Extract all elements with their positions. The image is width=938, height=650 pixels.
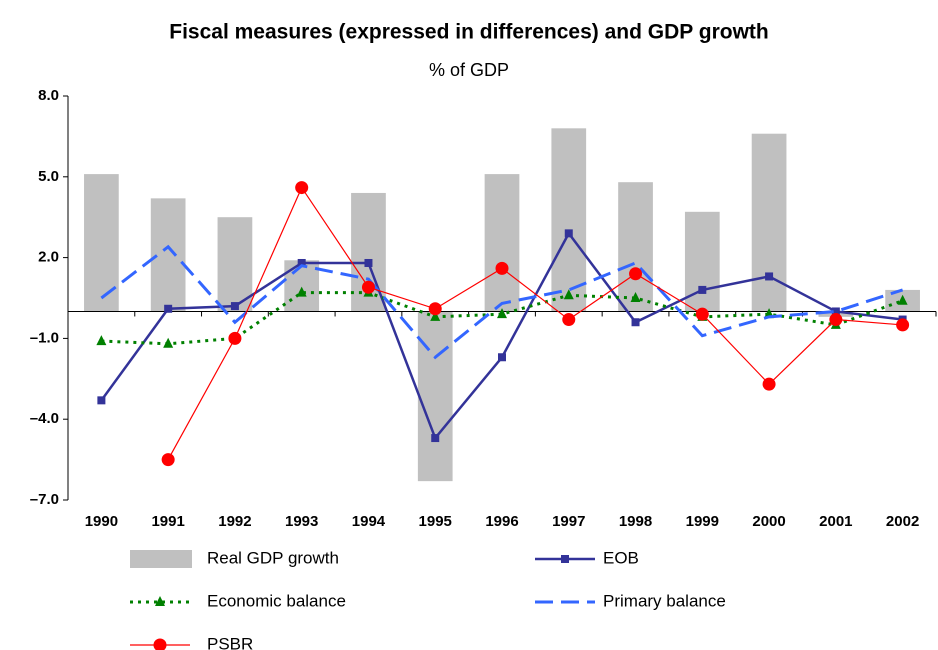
x-tick-label: 1999 — [686, 513, 719, 530]
marker — [629, 267, 643, 281]
legend-label: EOB — [603, 548, 639, 567]
marker — [228, 331, 242, 345]
y-tick-label: –7.0 — [30, 491, 59, 508]
marker — [230, 302, 239, 311]
y-tick-label: –1.0 — [30, 329, 59, 346]
x-tick-label: 2001 — [819, 513, 852, 530]
marker — [428, 302, 442, 316]
marker — [631, 318, 640, 327]
bar — [284, 260, 320, 312]
chart-title: Fiscal measures (expressed in difference… — [169, 21, 768, 44]
marker — [695, 307, 709, 321]
line — [167, 186, 903, 460]
x-tick-label: 1994 — [352, 513, 386, 530]
x-tick-label: 1998 — [619, 513, 652, 530]
bar — [751, 133, 787, 312]
bar — [150, 198, 186, 312]
marker — [364, 258, 373, 267]
marker — [497, 308, 507, 319]
bar — [484, 174, 520, 312]
bar — [551, 128, 587, 312]
marker — [498, 353, 506, 362]
marker — [829, 313, 843, 327]
x-tick-label: 1997 — [552, 513, 585, 530]
marker — [762, 377, 776, 391]
y-tick-label: 5.0 — [38, 168, 59, 185]
bar — [417, 311, 453, 482]
chart-subtitle: % of GDP — [429, 60, 509, 80]
marker — [297, 258, 306, 267]
legend-marker — [561, 555, 569, 563]
x-tick-label: 2000 — [752, 513, 785, 530]
legend-swatch — [130, 550, 192, 568]
marker — [563, 289, 574, 300]
marker — [161, 453, 175, 467]
marker — [163, 337, 174, 348]
line — [100, 244, 904, 360]
marker — [564, 229, 573, 238]
marker — [295, 181, 309, 195]
marker — [897, 294, 908, 305]
legend-label: Real GDP growth — [207, 548, 339, 567]
legend-marker — [155, 596, 165, 606]
marker — [96, 335, 107, 346]
x-tick-label: 1992 — [218, 513, 251, 530]
marker — [164, 304, 173, 313]
x-tick-label: 1996 — [485, 513, 518, 530]
marker — [361, 280, 375, 294]
legend-label: PSBR — [207, 634, 253, 650]
bar — [618, 182, 653, 312]
legend-marker — [153, 638, 167, 650]
marker — [630, 292, 641, 302]
x-tick-label: 2002 — [886, 513, 919, 530]
legend-label: Primary balance — [603, 591, 726, 610]
bar — [217, 217, 253, 312]
marker — [562, 313, 576, 327]
y-tick-label: 8.0 — [38, 87, 59, 104]
y-tick-label: –4.0 — [30, 410, 59, 427]
marker — [431, 434, 440, 443]
marker — [765, 272, 774, 281]
x-tick-label: 1990 — [85, 513, 118, 530]
marker — [97, 396, 106, 405]
legend-label: Economic balance — [207, 591, 346, 610]
marker — [896, 318, 910, 332]
marker — [430, 310, 441, 321]
marker — [698, 285, 707, 294]
marker — [296, 286, 307, 297]
x-tick-label: 1995 — [419, 513, 452, 530]
marker — [831, 307, 840, 316]
x-tick-label: 1993 — [285, 513, 318, 530]
bar — [84, 174, 119, 312]
x-tick-label: 1991 — [151, 513, 184, 530]
y-tick-label: 2.0 — [38, 249, 59, 266]
marker — [495, 261, 509, 275]
